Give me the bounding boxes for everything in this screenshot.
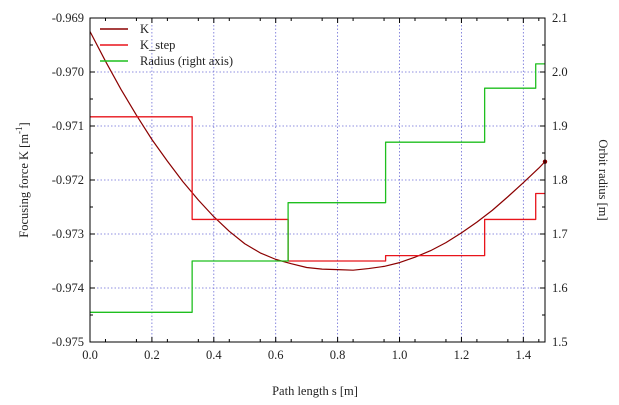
y-right-tick-label: 1.7 [552, 227, 568, 241]
y-right-tick-label: 1.6 [552, 281, 568, 295]
series-line-k [89, 31, 546, 271]
series-layer [89, 31, 548, 313]
y-right-axis-label: Orbit radius [m] [596, 139, 610, 220]
x-tick-label: 1.2 [454, 348, 470, 362]
y-left-label-end: ] [17, 122, 31, 126]
y-left-tick-label: -0.974 [52, 281, 85, 295]
y-left-axis-label: Focusing force K [m-1] [14, 122, 31, 237]
legend-label-k-step: K_step [140, 38, 175, 52]
y-left-tick-label: -0.972 [52, 173, 84, 187]
legend: K K_step Radius (right axis) [100, 22, 233, 68]
x-tick-label: 0.8 [330, 348, 346, 362]
series-line-radius-right-axis [90, 63, 545, 313]
y-right-tick-label: 1.8 [552, 173, 568, 187]
y-left-tick-label: -0.969 [52, 11, 84, 25]
x-tick-label: 0.2 [144, 348, 160, 362]
x-axis-label: Path length s [m] [272, 384, 358, 398]
y-left-tick-label: -0.971 [52, 119, 84, 133]
y-left-label-sup: -1 [14, 126, 24, 134]
x-tick-label: 1.0 [392, 348, 408, 362]
legend-label-radius-right-axis: Radius (right axis) [140, 54, 233, 68]
series-line-k-step [90, 116, 545, 262]
y-left-tick-label: -0.973 [52, 227, 84, 241]
y-right-tick-label: 1.9 [552, 119, 568, 133]
ticks-layer: 0.0 0.2 0.4 0.6 0.8 1.0 1.2 1.4 -0.969 -0.970 -0.9… [52, 11, 568, 362]
x-tick-label: 1.4 [516, 348, 532, 362]
x-tick-label: 0.6 [268, 348, 284, 362]
y-right-tick-label: 2.1 [552, 11, 568, 25]
grid [90, 18, 545, 342]
y-right-tick-label: 2.0 [552, 65, 568, 79]
x-tick-label: 0.4 [206, 348, 222, 362]
y-left-label-main: Focusing force K [m [17, 134, 31, 238]
y-left-tick-label: -0.975 [52, 335, 84, 349]
y-right-tick-label: 1.5 [552, 335, 568, 349]
x-tick-label: 0.0 [82, 348, 98, 362]
y-left-tick-label: -0.970 [52, 65, 84, 79]
legend-label-k: K [140, 22, 149, 36]
